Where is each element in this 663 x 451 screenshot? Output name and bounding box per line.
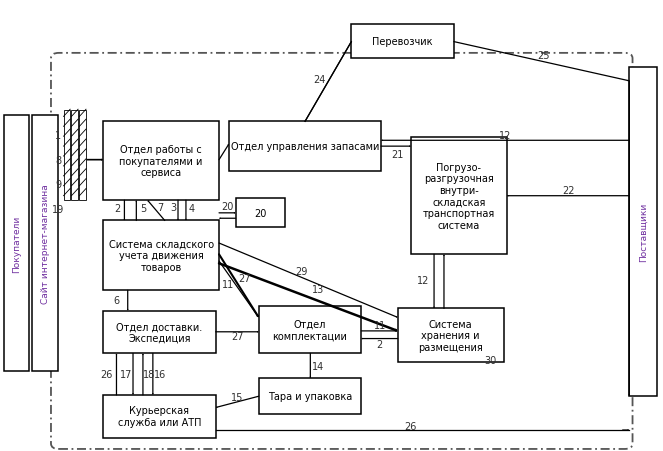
Text: 7: 7 — [158, 202, 164, 212]
Bar — [259, 306, 361, 354]
Text: Погрузо-
разгрузочная
внутри-
складская
транспортная
система: Погрузо- разгрузочная внутри- складская … — [423, 162, 495, 230]
Text: 5: 5 — [140, 203, 146, 213]
Text: Отдел управления запасами: Отдел управления запасами — [231, 142, 379, 152]
Text: Курьерская
служба или АТП: Курьерская служба или АТП — [118, 405, 202, 427]
Text: 20: 20 — [254, 208, 267, 218]
Text: 18: 18 — [143, 369, 155, 379]
Text: 12: 12 — [416, 276, 429, 285]
Text: Перевозчик: Перевозчик — [373, 37, 433, 47]
Bar — [72, 111, 78, 201]
Text: 6: 6 — [113, 295, 119, 306]
Text: 24: 24 — [314, 74, 326, 84]
Bar — [103, 221, 219, 291]
Text: 25: 25 — [537, 51, 550, 60]
Text: 16: 16 — [154, 369, 166, 379]
Bar — [80, 111, 86, 201]
Text: 14: 14 — [312, 361, 324, 371]
Text: 11: 11 — [221, 279, 234, 289]
Text: 26: 26 — [404, 421, 417, 431]
Text: Система
хранения и
размещения: Система хранения и размещения — [418, 319, 483, 352]
Text: 22: 22 — [562, 185, 575, 195]
Bar — [64, 111, 70, 201]
Bar — [103, 395, 215, 438]
Bar — [259, 378, 361, 414]
Text: Покупатели: Покупатели — [12, 215, 21, 272]
Text: 27: 27 — [231, 331, 244, 341]
Text: Отдел доставки.
Экспедиция: Отдел доставки. Экспедиция — [116, 322, 203, 343]
Text: 1: 1 — [55, 131, 61, 141]
Bar — [229, 122, 381, 171]
Text: 30: 30 — [484, 355, 497, 365]
Bar — [398, 308, 503, 363]
Text: 3: 3 — [170, 202, 176, 212]
Bar — [103, 122, 219, 201]
Text: 12: 12 — [499, 131, 512, 141]
Text: 13: 13 — [312, 285, 324, 295]
Text: 4: 4 — [188, 203, 194, 213]
Text: Отдел работы с
покупателями и
сервиса: Отдел работы с покупателями и сервиса — [119, 145, 203, 178]
Text: 15: 15 — [231, 392, 244, 402]
Text: Отдел
комплектации: Отдел комплектации — [272, 319, 347, 341]
Text: 19: 19 — [52, 205, 64, 215]
Text: 8: 8 — [55, 155, 61, 166]
Text: 27: 27 — [238, 273, 251, 283]
Bar — [351, 25, 454, 59]
Bar — [235, 198, 285, 228]
Bar — [4, 115, 29, 372]
Text: 2: 2 — [377, 339, 383, 349]
Text: 20: 20 — [221, 201, 234, 211]
Text: 21: 21 — [391, 149, 404, 160]
Bar — [411, 138, 507, 255]
Text: 9: 9 — [55, 180, 61, 190]
Bar — [32, 115, 58, 372]
Text: 26: 26 — [100, 369, 113, 379]
Text: 29: 29 — [296, 267, 308, 276]
Text: 2: 2 — [114, 203, 120, 213]
Bar — [629, 68, 657, 396]
Text: Система складского
учета движения
товаров: Система складского учета движения товаро… — [109, 239, 213, 272]
Text: Тара и упаковка: Тара и упаковка — [268, 391, 352, 401]
Bar — [103, 311, 215, 354]
Text: 17: 17 — [119, 369, 132, 379]
Text: Сайт интернет-магазина: Сайт интернет-магазина — [40, 184, 50, 303]
Text: Поставщики: Поставщики — [638, 202, 648, 262]
Text: 11: 11 — [374, 321, 386, 331]
